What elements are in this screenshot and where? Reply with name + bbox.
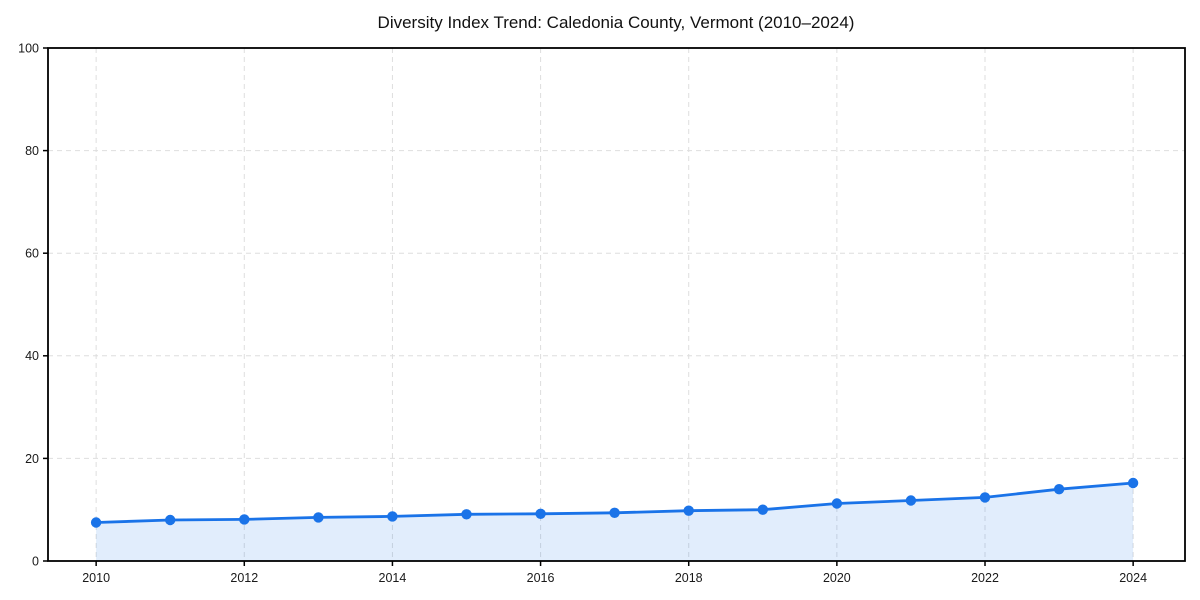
- x-tick-label: 2016: [527, 571, 555, 585]
- data-point: [1053, 484, 1065, 495]
- data-point: [609, 507, 620, 518]
- y-tick-label: 40: [25, 349, 39, 363]
- y-axis-ticks: 0 20 40 60 80 100: [18, 41, 48, 568]
- chart-title: Diversity Index Trend: Caledonia County,…: [378, 13, 855, 32]
- y-tick-label: 20: [25, 452, 39, 466]
- x-tick-label: 2014: [379, 571, 407, 585]
- data-point: [461, 509, 472, 520]
- x-tick-label: 2010: [82, 571, 110, 585]
- data-point: [683, 505, 694, 516]
- data-point: [90, 517, 102, 528]
- plot-frame: [47, 47, 1186, 562]
- data-point: [313, 512, 324, 523]
- x-tick-label: 2012: [230, 571, 258, 585]
- plot-background: [48, 48, 1185, 561]
- data-point: [905, 495, 917, 506]
- x-tick-label: 2018: [675, 571, 703, 585]
- data-point: [535, 508, 546, 519]
- data-point: [1127, 477, 1139, 489]
- x-tick-label: 2024: [1119, 571, 1147, 585]
- x-tick-label: 2022: [971, 571, 999, 585]
- x-axis-ticks: 2010 2012 2014 2016 2018 2020 2022 2024: [82, 561, 1147, 585]
- x-gridlines: [95, 48, 1134, 561]
- data-point: [387, 511, 398, 522]
- data-point: [831, 498, 843, 509]
- data-point: [239, 514, 250, 525]
- x-tick-label: 2020: [823, 571, 851, 585]
- y-tick-label: 60: [25, 247, 39, 261]
- y-tick-label: 100: [18, 41, 39, 55]
- data-point: [165, 514, 176, 526]
- y-tick-label: 80: [25, 144, 39, 158]
- data-points: [90, 477, 1139, 528]
- data-point: [979, 492, 991, 503]
- y-tick-label: 0: [32, 554, 39, 568]
- data-point: [757, 504, 768, 515]
- plot-area: 2010 2012 2014 2016 2018 2020 2022 2024 0 20 40 60 8…: [18, 41, 1186, 585]
